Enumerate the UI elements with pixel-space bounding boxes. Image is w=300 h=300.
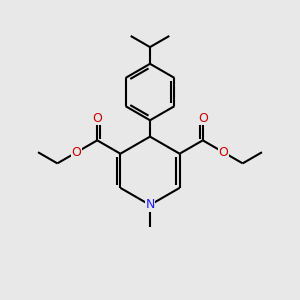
Text: O: O (92, 112, 102, 124)
Text: N: N (145, 199, 155, 212)
Text: O: O (72, 146, 82, 159)
Text: O: O (198, 112, 208, 124)
Text: O: O (218, 146, 228, 159)
